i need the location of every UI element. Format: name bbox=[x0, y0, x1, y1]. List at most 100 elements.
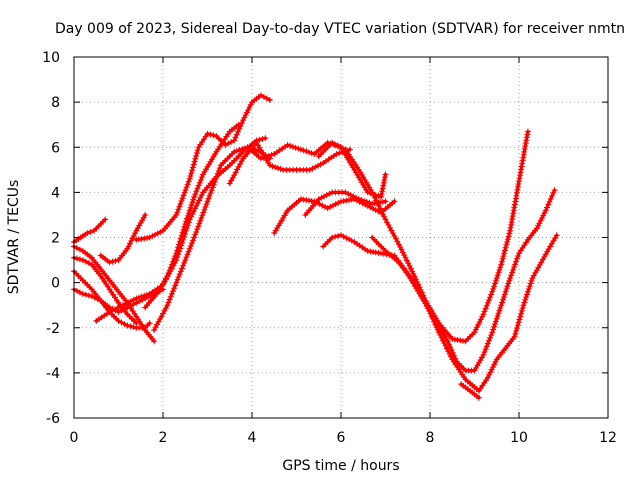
data-point bbox=[180, 192, 187, 199]
data-point bbox=[201, 206, 208, 213]
data-point bbox=[329, 202, 336, 209]
data-point bbox=[399, 249, 406, 256]
data-point bbox=[509, 213, 516, 220]
data-point bbox=[130, 296, 137, 303]
data-point bbox=[178, 232, 185, 239]
data-point bbox=[513, 258, 520, 265]
data-point bbox=[391, 198, 398, 205]
data-point bbox=[504, 283, 511, 290]
data-point bbox=[501, 250, 508, 257]
data-point bbox=[186, 245, 193, 252]
data-point bbox=[183, 184, 190, 191]
data-point bbox=[309, 165, 316, 172]
data-point bbox=[397, 243, 404, 250]
data-point bbox=[539, 256, 546, 263]
data-point bbox=[154, 321, 161, 328]
data-point bbox=[277, 219, 284, 226]
data-point bbox=[524, 131, 531, 138]
data-point bbox=[203, 201, 210, 208]
data-point bbox=[493, 275, 500, 282]
data-point bbox=[292, 144, 299, 151]
data-point bbox=[184, 215, 191, 222]
data-point bbox=[231, 172, 238, 179]
data-point bbox=[488, 291, 495, 298]
data-point bbox=[414, 279, 421, 286]
axis-ticks: 0 2 4 6 8 10 12 -6 -4 -2 0 2 4 6 8 10 bbox=[42, 50, 617, 446]
data-point bbox=[524, 128, 531, 135]
data-point bbox=[499, 299, 506, 306]
data-point bbox=[211, 178, 218, 185]
data-point bbox=[472, 364, 479, 371]
data-point bbox=[373, 197, 380, 204]
data-point bbox=[128, 238, 135, 245]
data-point bbox=[200, 171, 207, 178]
data-point bbox=[283, 209, 290, 216]
data-point bbox=[512, 195, 519, 202]
data-point bbox=[303, 148, 310, 155]
data-point bbox=[257, 147, 264, 154]
data-point bbox=[190, 196, 197, 203]
data-point bbox=[111, 306, 118, 313]
data-point bbox=[418, 292, 425, 299]
data-point bbox=[73, 255, 80, 262]
data-point bbox=[231, 137, 238, 144]
data-point bbox=[335, 199, 342, 206]
data-point bbox=[235, 121, 242, 128]
data-point bbox=[520, 302, 527, 309]
data-point bbox=[312, 164, 319, 171]
data-point bbox=[247, 101, 254, 108]
data-point bbox=[367, 204, 374, 211]
data-point bbox=[345, 190, 352, 197]
data-point bbox=[127, 323, 134, 330]
data-point bbox=[487, 369, 494, 376]
data-point bbox=[295, 145, 302, 152]
series-layer bbox=[71, 92, 560, 401]
data-point bbox=[486, 371, 493, 378]
data-point bbox=[346, 236, 353, 243]
data-point bbox=[192, 231, 199, 238]
data-point bbox=[260, 154, 267, 161]
data-point bbox=[193, 152, 200, 159]
data-point bbox=[545, 246, 552, 253]
data-point bbox=[176, 271, 183, 278]
data-point bbox=[521, 148, 528, 155]
data-point bbox=[366, 184, 373, 191]
data-point bbox=[379, 211, 386, 218]
data-point bbox=[166, 296, 173, 303]
data-point bbox=[168, 290, 175, 297]
data-point bbox=[207, 131, 214, 138]
data-point bbox=[545, 201, 552, 208]
data-point bbox=[507, 227, 514, 234]
y-axis-label: SDTVAR / TECUs bbox=[6, 180, 22, 295]
data-point bbox=[446, 341, 453, 348]
data-point bbox=[181, 223, 188, 230]
data-point bbox=[364, 181, 371, 188]
y-tick-label: 4 bbox=[51, 185, 60, 201]
data-point bbox=[382, 171, 389, 178]
y-tick-label: 2 bbox=[51, 231, 60, 247]
data-point bbox=[194, 185, 201, 192]
data-point bbox=[423, 302, 430, 309]
data-point bbox=[487, 294, 494, 301]
data-point bbox=[180, 262, 187, 269]
data-point bbox=[394, 238, 401, 245]
data-point bbox=[369, 189, 376, 196]
data-point bbox=[381, 174, 388, 181]
data-point bbox=[185, 178, 192, 185]
data-point bbox=[233, 131, 240, 138]
data-point bbox=[439, 337, 446, 344]
data-point bbox=[501, 291, 508, 298]
data-point bbox=[497, 264, 504, 271]
data-point bbox=[500, 294, 507, 301]
data-point bbox=[496, 307, 503, 314]
data-point bbox=[358, 197, 365, 204]
data-point bbox=[199, 212, 206, 219]
data-point bbox=[194, 226, 201, 233]
data-point bbox=[517, 172, 524, 179]
data-point bbox=[389, 230, 396, 237]
data-point bbox=[146, 320, 153, 327]
data-point bbox=[119, 302, 126, 309]
data-point bbox=[179, 195, 186, 202]
